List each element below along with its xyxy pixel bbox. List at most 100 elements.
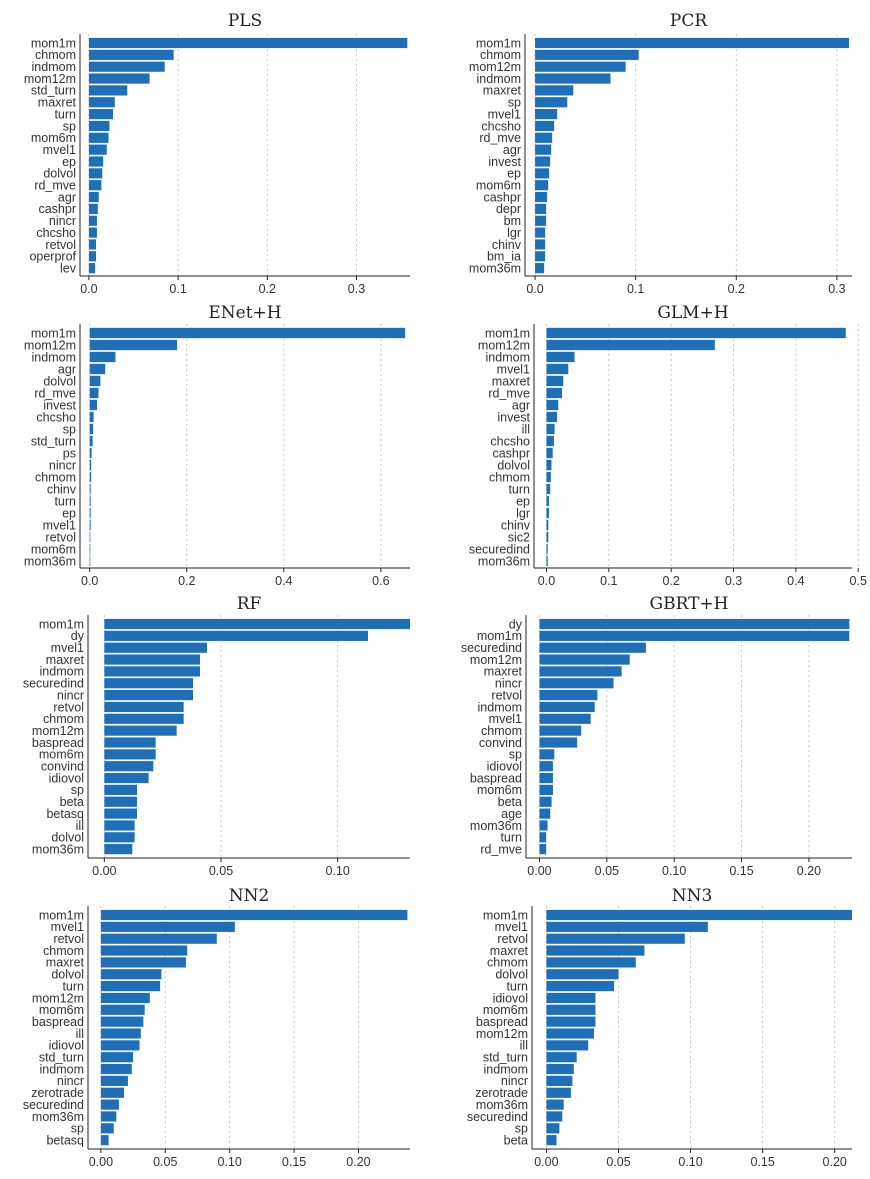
x-tick-label: 0.2 [662, 574, 679, 588]
bar-ep [535, 168, 550, 179]
category-label: indmom [40, 1062, 84, 1076]
bar-rd_mve [539, 844, 547, 855]
category-label: turn [62, 979, 84, 993]
category-label: lev [60, 261, 77, 275]
chart-panel-pcr: mom1mchmommom12mindmommaxretspmvel1chcsh… [469, 11, 852, 296]
bar-ep [89, 507, 91, 519]
bar-mvel1 [535, 109, 558, 120]
category-label: mom36m [470, 819, 522, 833]
category-label: chcsho [36, 226, 76, 240]
category-label: chmom [35, 48, 76, 62]
x-tick-label: 0.5 [850, 574, 867, 588]
category-label: ill [76, 819, 84, 833]
category-label: nincr [57, 1074, 84, 1088]
bar-mom36m [104, 844, 133, 855]
category-label: dy [71, 629, 85, 643]
bar-ps [89, 447, 92, 459]
bar-indmom [88, 61, 165, 72]
category-label: std_turn [31, 434, 76, 448]
category-label: mom36m [469, 261, 521, 275]
category-label: indmom [478, 700, 522, 714]
category-label: mom12m [32, 991, 84, 1005]
category-label: retvol [53, 700, 84, 714]
bar-indmom [104, 666, 200, 677]
bar-chcsho [88, 227, 97, 238]
bar-operprof [88, 251, 97, 262]
category-label: mom12m [24, 72, 76, 86]
bar-mvel1 [88, 144, 107, 155]
bar-rd_mve [88, 180, 102, 191]
category-label: bm_ia [487, 250, 521, 264]
category-label: retvol [45, 238, 76, 252]
chart-title: RF [237, 594, 262, 614]
category-label: idiovol [49, 771, 84, 785]
bar-zerotrade [100, 1087, 125, 1098]
category-label: convind [41, 760, 84, 774]
bar-nincr [539, 678, 614, 689]
category-label: retvol [491, 688, 522, 702]
x-tick-label: 0.10 [662, 864, 686, 878]
category-label: mom1m [477, 629, 522, 643]
x-tick-label: 0.2 [259, 282, 276, 296]
bar-securedind [539, 642, 646, 653]
category-label: rd_mve [479, 131, 521, 145]
category-label: chmom [43, 944, 84, 958]
bar-mom6m [539, 784, 553, 795]
category-label: chinv [492, 238, 522, 252]
x-tick-label: 0.00 [527, 864, 551, 878]
category-label: ill [522, 422, 530, 436]
bar-zerotrade [546, 1087, 571, 1098]
chart-panel-enet-h: mom1mmom12mindmomagrdolvolrd_mveinvestch… [24, 303, 410, 588]
category-label: std_turn [483, 1051, 528, 1065]
category-label: securedind [461, 641, 522, 655]
bar-idiovol [100, 1040, 140, 1051]
category-label: age [501, 807, 522, 821]
bar-lgr [546, 507, 549, 519]
category-label: mom12m [478, 338, 530, 352]
bar-securedind [104, 678, 193, 689]
category-label: turn [508, 482, 530, 496]
bar-cashpr [88, 203, 98, 214]
bar-convind [104, 761, 154, 772]
bar-indmom [100, 1063, 132, 1075]
category-label: turn [500, 831, 522, 845]
category-label: mom6m [31, 542, 76, 556]
x-tick-label: 0.05 [606, 1155, 630, 1169]
bar-dolvol [100, 969, 162, 980]
category-label: baspread [470, 771, 522, 785]
bar-retvol [546, 933, 685, 944]
category-label: rd_mve [488, 386, 530, 400]
category-label: ep [507, 167, 521, 181]
x-tick-label: 0.20 [797, 864, 821, 878]
category-label: beta [498, 795, 522, 809]
category-label: ill [76, 1027, 84, 1041]
category-label: mom6m [476, 179, 521, 193]
bar-chmom [89, 471, 92, 483]
bar-sic2 [546, 531, 549, 543]
bar-indmom [539, 701, 595, 713]
category-label: maxret [38, 96, 77, 110]
x-tick-label: 0.1 [627, 282, 644, 296]
chart-panel-glm-h: mom1mmom12mindmommvel1maxretrd_mveagrinv… [469, 303, 867, 588]
bar-mom6m [104, 749, 156, 760]
bar-invest [546, 411, 558, 423]
bar-invest [535, 156, 551, 167]
bar-chcsho [89, 411, 94, 423]
bar-sp [539, 749, 555, 760]
bar-cashpr [546, 447, 553, 459]
category-label: idiovol [493, 991, 528, 1005]
bar-chmom [88, 49, 174, 60]
chart-title: GBRT+H [650, 594, 729, 614]
category-label: mvel1 [495, 920, 528, 934]
category-label: indmom [484, 1062, 528, 1076]
bar-dy [539, 618, 850, 630]
bar-mom1m [535, 37, 849, 49]
category-label: mom12m [476, 1027, 528, 1041]
bar-mvel1 [539, 713, 591, 724]
category-label: convind [479, 736, 522, 750]
category-label: dolvol [51, 831, 84, 845]
bar-maxret [100, 957, 186, 968]
category-label: indmom [40, 665, 84, 679]
category-label: bm [504, 214, 521, 228]
category-label: maxret [46, 653, 85, 667]
